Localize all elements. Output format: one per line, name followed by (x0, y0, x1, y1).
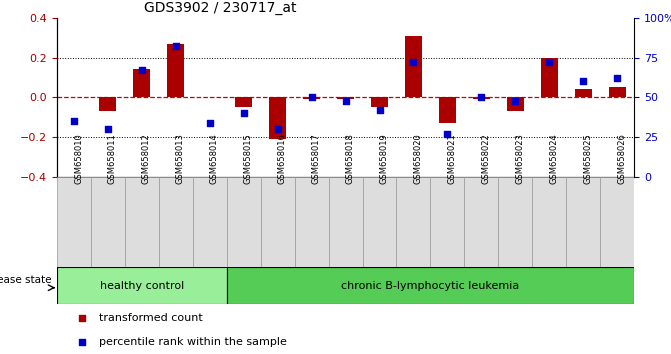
Bar (269, 97, 286, 139)
Text: GSM658014: GSM658014 (210, 133, 219, 184)
FancyBboxPatch shape (125, 177, 159, 267)
FancyBboxPatch shape (397, 177, 430, 267)
Bar (473, 97, 490, 99)
Bar (134, 69, 150, 97)
Text: GSM658017: GSM658017 (311, 133, 321, 184)
Bar (609, 87, 625, 97)
FancyBboxPatch shape (159, 177, 193, 267)
FancyBboxPatch shape (430, 177, 464, 267)
Text: GSM658015: GSM658015 (244, 133, 253, 184)
Point (374, 107, 385, 113)
Text: GSM658024: GSM658024 (550, 133, 558, 184)
Text: GSM658026: GSM658026 (617, 133, 626, 184)
FancyBboxPatch shape (566, 177, 600, 267)
Point (476, 95, 486, 100)
Bar (439, 97, 456, 123)
Text: transformed count: transformed count (99, 313, 203, 323)
Bar (303, 97, 320, 99)
Point (442, 131, 453, 137)
Text: GSM658025: GSM658025 (583, 133, 592, 184)
Point (408, 59, 419, 65)
Text: GSM658020: GSM658020 (413, 133, 423, 184)
Text: GSM658013: GSM658013 (176, 133, 185, 184)
Point (103, 126, 113, 132)
FancyBboxPatch shape (57, 267, 227, 304)
FancyBboxPatch shape (193, 177, 227, 267)
Point (340, 98, 351, 103)
FancyBboxPatch shape (464, 177, 499, 267)
FancyBboxPatch shape (362, 177, 397, 267)
FancyBboxPatch shape (227, 267, 634, 304)
Bar (541, 58, 558, 97)
FancyBboxPatch shape (600, 177, 634, 267)
Point (272, 126, 283, 132)
Point (510, 98, 521, 103)
Text: GSM658021: GSM658021 (448, 133, 456, 184)
FancyBboxPatch shape (57, 177, 91, 267)
Bar (167, 44, 185, 97)
Text: GSM658016: GSM658016 (278, 133, 287, 184)
Point (450, 214, 460, 219)
Text: GSM658022: GSM658022 (481, 133, 491, 184)
FancyBboxPatch shape (261, 177, 295, 267)
Point (68, 119, 79, 124)
Point (578, 79, 588, 84)
Text: GSM658010: GSM658010 (74, 133, 83, 184)
Text: GSM658011: GSM658011 (108, 133, 117, 184)
Text: GSM658018: GSM658018 (346, 133, 354, 184)
FancyBboxPatch shape (227, 177, 261, 267)
Point (238, 110, 249, 116)
Point (205, 120, 215, 126)
FancyBboxPatch shape (91, 177, 125, 267)
Bar (371, 97, 388, 107)
Bar (574, 90, 592, 97)
Point (450, 2, 460, 8)
Text: GDS3902 / 230717_at: GDS3902 / 230717_at (144, 1, 296, 15)
FancyBboxPatch shape (329, 177, 362, 267)
Point (612, 75, 623, 81)
FancyBboxPatch shape (499, 177, 532, 267)
Bar (99, 97, 117, 111)
Point (170, 44, 181, 49)
Text: GSM658019: GSM658019 (380, 133, 389, 184)
FancyBboxPatch shape (532, 177, 566, 267)
Point (544, 59, 555, 65)
Text: chronic B-lymphocytic leukemia: chronic B-lymphocytic leukemia (342, 281, 519, 291)
Bar (236, 97, 252, 107)
Text: GSM658023: GSM658023 (515, 133, 524, 184)
Text: GSM658012: GSM658012 (142, 133, 151, 184)
Text: healthy control: healthy control (100, 281, 184, 291)
Point (136, 67, 147, 73)
Bar (507, 97, 524, 111)
Text: percentile rank within the sample: percentile rank within the sample (99, 337, 287, 347)
Bar (405, 36, 422, 97)
FancyBboxPatch shape (295, 177, 329, 267)
Bar (337, 97, 354, 99)
Point (306, 95, 317, 100)
Text: disease state: disease state (0, 275, 52, 285)
